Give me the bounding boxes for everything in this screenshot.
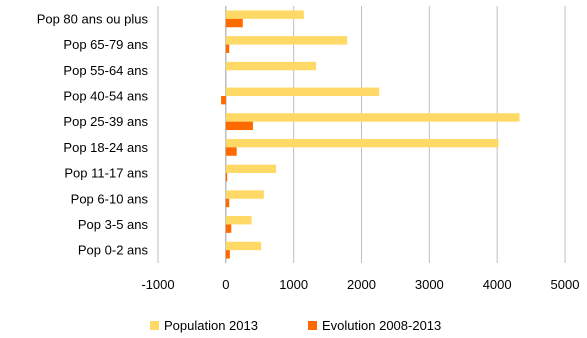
bar-evolution-2008-2013 (225, 173, 228, 182)
legend-swatch (308, 321, 317, 330)
bar-evolution-2008-2013 (225, 147, 237, 156)
bar-evolution-2008-2013 (221, 95, 226, 105)
bar-evolution-2008-2013 (225, 250, 230, 259)
bar-population-2013 (225, 190, 264, 199)
x-tick-label: 4000 (483, 277, 512, 292)
bar-evolution-2008-2013 (225, 224, 232, 233)
x-tick-label: 3000 (415, 277, 444, 292)
category-label: Pop 0-2 ans (78, 243, 149, 258)
bar-evolution-2008-2013 (225, 18, 243, 28)
category-label: Pop 11-17 ans (64, 166, 148, 181)
category-label: Pop 3-5 ans (78, 217, 149, 232)
category-label: Pop 25-39 ans (63, 114, 148, 129)
bar-population-2013 (225, 61, 317, 71)
bar-population-2013 (225, 164, 277, 174)
category-label: Pop 6-10 ans (71, 191, 149, 206)
x-tick-label: 1000 (279, 277, 308, 292)
x-tick-label: 2000 (347, 277, 376, 292)
legend: Population 2013 Evolution 2008-2013 (150, 318, 441, 333)
category-label: Pop 80 ans ou plus (37, 11, 149, 26)
legend-swatch (150, 321, 159, 330)
category-label: Pop 55-64 ans (63, 63, 148, 78)
bars (221, 10, 520, 259)
bar-population-2013 (225, 241, 262, 251)
bar-population-2013 (225, 138, 499, 148)
bar-evolution-2008-2013 (225, 198, 230, 208)
bar-evolution-2008-2013 (225, 121, 253, 131)
gridlines (157, 6, 566, 263)
bar-population-2013 (225, 87, 380, 96)
bar-population-2013 (225, 10, 304, 19)
legend-label: Evolution 2008-2013 (322, 318, 441, 333)
x-tick-label: 5000 (551, 277, 580, 292)
x-tick-labels: -1000 0 1000 2000 3000 4000 5000 (141, 277, 579, 292)
category-label: Pop 40-54 ans (63, 88, 148, 103)
category-label: Pop 65-79 ans (63, 37, 148, 52)
x-tick-label: 0 (222, 277, 229, 292)
category-labels: Pop 80 ans ou plus Pop 65-79 ans Pop 55-64… (37, 11, 149, 257)
bar-population-2013 (225, 216, 252, 225)
x-tick-label: -1000 (141, 277, 174, 292)
bar-population-2013 (225, 113, 520, 122)
bar-evolution-2008-2013 (225, 44, 230, 53)
legend-label: Population 2013 (164, 318, 258, 333)
bar-population-2013 (225, 36, 348, 45)
category-label: Pop 18-24 ans (63, 140, 148, 155)
